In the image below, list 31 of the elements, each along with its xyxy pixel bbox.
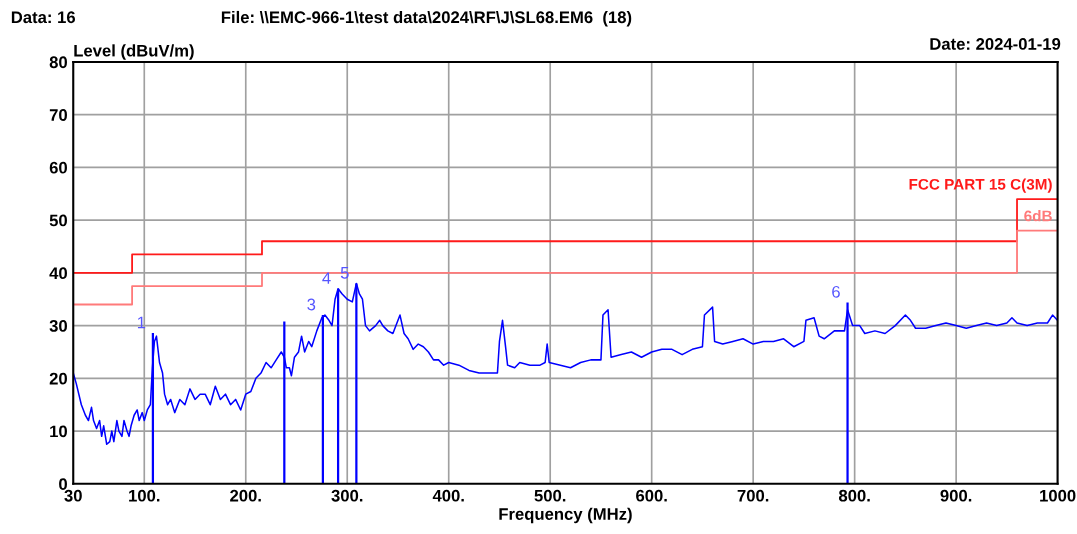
y-tick-label: 40 bbox=[49, 267, 67, 280]
x-tick-label: 700. bbox=[737, 489, 769, 502]
y-tick-label: 30 bbox=[49, 320, 67, 332]
text: Data: 16 bbox=[11, 11, 76, 24]
x-tick-label: 400. bbox=[432, 489, 464, 502]
y-axis-title: Level (dBuV/m) bbox=[74, 44, 194, 60]
x-tick-label: 600. bbox=[636, 489, 667, 502]
series-label: 6dB bbox=[1024, 210, 1052, 222]
x-tick-label: 1000 bbox=[1040, 489, 1076, 502]
x-tick-label: 800. bbox=[838, 489, 870, 502]
y-tick-label: 0 bbox=[59, 478, 67, 491]
x-tick-label: 30 bbox=[64, 489, 82, 502]
y-tick-label: 50 bbox=[49, 214, 67, 227]
annotation: 6 bbox=[832, 285, 840, 298]
annotation: 3 bbox=[307, 298, 316, 311]
y-tick-label: 70 bbox=[49, 109, 67, 121]
x-tick-label: 500. bbox=[534, 489, 566, 502]
annotation: 4 bbox=[322, 272, 331, 284]
x-tick-label: 100. bbox=[129, 489, 160, 502]
x-tick-label: 300. bbox=[331, 489, 363, 502]
y-tick-label: 20 bbox=[49, 372, 67, 385]
y-tick-label: 60 bbox=[49, 161, 67, 174]
series-label: FCC PART 15 C(3M) bbox=[909, 178, 1052, 193]
chart-title: File: \\EMC-966-1\test data\2024\RF\J\SL68.EM6 (18) bbox=[221, 10, 632, 27]
y-tick-label: 10 bbox=[50, 425, 67, 438]
x-tick-label: 200. bbox=[230, 489, 261, 502]
annotation: 1 bbox=[137, 316, 146, 329]
x-tick-label: 900. bbox=[940, 489, 972, 502]
x-axis-title: Frequency (MHz) bbox=[499, 507, 632, 524]
y-tick-label: 80 bbox=[49, 56, 67, 69]
text: Date: 2024-01-19 bbox=[930, 38, 1061, 50]
